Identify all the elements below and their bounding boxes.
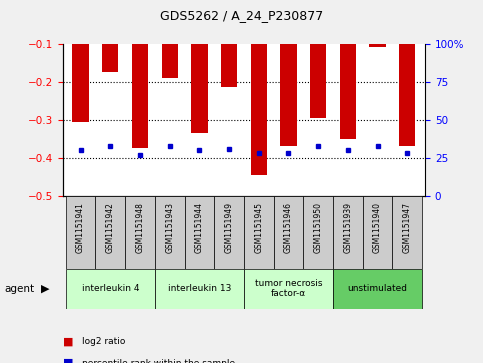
- Bar: [72, 44, 89, 122]
- Bar: [155, 196, 185, 269]
- Bar: [363, 196, 392, 269]
- Bar: [244, 269, 333, 309]
- Bar: [280, 44, 297, 147]
- Bar: [66, 196, 96, 269]
- Bar: [399, 44, 415, 147]
- Text: ▶: ▶: [41, 284, 50, 294]
- Bar: [273, 196, 303, 269]
- Bar: [251, 44, 267, 175]
- Text: GDS5262 / A_24_P230877: GDS5262 / A_24_P230877: [160, 9, 323, 22]
- Bar: [66, 269, 155, 309]
- Bar: [185, 196, 214, 269]
- Text: agent: agent: [5, 284, 35, 294]
- Text: GSM1151947: GSM1151947: [403, 202, 412, 253]
- Text: GSM1151945: GSM1151945: [254, 202, 263, 253]
- Bar: [333, 196, 363, 269]
- Text: GSM1151950: GSM1151950: [313, 202, 323, 253]
- Text: GSM1151940: GSM1151940: [373, 202, 382, 253]
- Text: GSM1151948: GSM1151948: [136, 202, 144, 253]
- Bar: [125, 196, 155, 269]
- Bar: [132, 44, 148, 148]
- Text: GSM1151949: GSM1151949: [225, 202, 234, 253]
- Text: percentile rank within the sample: percentile rank within the sample: [82, 359, 235, 363]
- Text: log2 ratio: log2 ratio: [82, 337, 126, 346]
- Bar: [340, 44, 356, 139]
- Bar: [333, 269, 422, 309]
- Text: GSM1151941: GSM1151941: [76, 202, 85, 253]
- Text: interleukin 13: interleukin 13: [168, 284, 231, 293]
- Bar: [244, 196, 273, 269]
- Bar: [155, 269, 244, 309]
- Text: unstimulated: unstimulated: [348, 284, 408, 293]
- Text: interleukin 4: interleukin 4: [82, 284, 139, 293]
- Bar: [214, 196, 244, 269]
- Text: GSM1151946: GSM1151946: [284, 202, 293, 253]
- Bar: [221, 44, 237, 87]
- Text: GSM1151942: GSM1151942: [106, 202, 115, 253]
- Bar: [369, 44, 386, 48]
- Bar: [310, 44, 327, 118]
- Bar: [96, 196, 125, 269]
- Text: ■: ■: [63, 358, 73, 363]
- Text: GSM1151944: GSM1151944: [195, 202, 204, 253]
- Bar: [102, 44, 118, 72]
- Bar: [392, 196, 422, 269]
- Bar: [161, 44, 178, 78]
- Text: tumor necrosis
factor-α: tumor necrosis factor-α: [255, 279, 322, 298]
- Text: GSM1151939: GSM1151939: [343, 202, 352, 253]
- Text: ■: ■: [63, 336, 73, 346]
- Bar: [303, 196, 333, 269]
- Bar: [191, 44, 208, 133]
- Text: GSM1151943: GSM1151943: [165, 202, 174, 253]
